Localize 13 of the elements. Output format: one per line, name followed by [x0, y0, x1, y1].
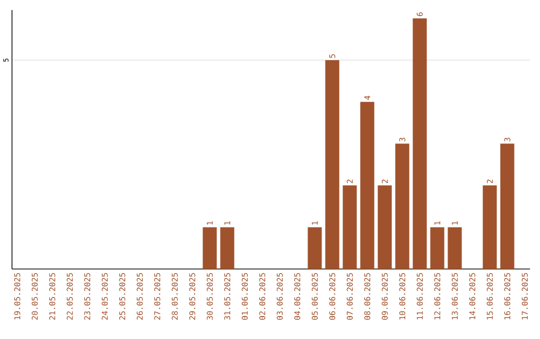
bar [202, 227, 217, 270]
bar [378, 186, 392, 270]
bar [412, 18, 427, 270]
bar [482, 186, 497, 270]
bar [360, 102, 374, 270]
bar [220, 227, 234, 270]
bar [448, 227, 462, 270]
bar [342, 186, 357, 270]
bar [308, 227, 322, 270]
bar [325, 60, 340, 270]
bar [500, 144, 514, 270]
bar [395, 144, 410, 270]
bar [430, 227, 444, 270]
